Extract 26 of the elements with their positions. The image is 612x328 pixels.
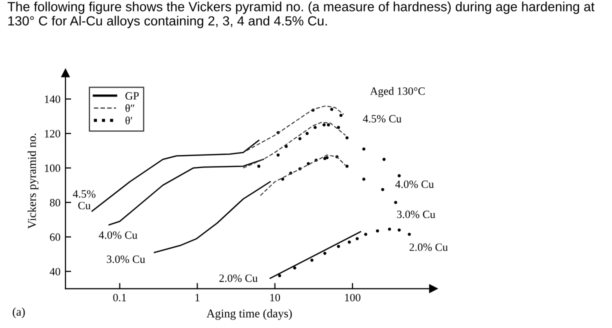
y-tick-label: 80 <box>50 198 60 206</box>
annotation: 4.0% Cu <box>395 180 434 188</box>
y-tick-label: 60 <box>50 233 60 241</box>
y-tick-label: 40 <box>50 268 60 276</box>
legend-label: GP <box>125 92 139 100</box>
annotation: 2.0% Cu <box>410 243 448 251</box>
x-tick-label: 0.1 <box>113 294 126 302</box>
x-axis-title: Aging time (days) <box>206 309 292 320</box>
x-tick-label: 1 <box>196 294 200 302</box>
x-tick-label: 10 <box>270 294 280 302</box>
annotation: 2.0% Cu <box>219 274 258 282</box>
y-tick-label: 100 <box>44 164 60 172</box>
y-tick-label: 120 <box>44 130 60 138</box>
annotation: 4.5% Cu <box>72 190 96 210</box>
annotation: Aged 130°C <box>370 87 425 98</box>
y-axis-title: Vickers pyramid no. <box>28 134 38 229</box>
annotation: 4.0% Cu <box>98 231 138 239</box>
legend-label: θ″ <box>126 104 134 112</box>
y-tick-label: 140 <box>44 95 60 103</box>
text: (a) <box>12 307 25 318</box>
annotation: 3.0% Cu <box>397 210 436 218</box>
chart-title: The following figure shows the Vickers pyramid no. (a measure of hardness) during age hardening at 130° C for Al-Cu alloys containing 2, 3, 4 and 4.5% Cu. <box>8 2 594 28</box>
annotation: 3.0% Cu <box>106 255 146 264</box>
legend-label: θ′ <box>126 116 132 124</box>
x-tick-label: 100 <box>345 294 360 302</box>
annotation: 4.5% Cu <box>362 114 402 123</box>
